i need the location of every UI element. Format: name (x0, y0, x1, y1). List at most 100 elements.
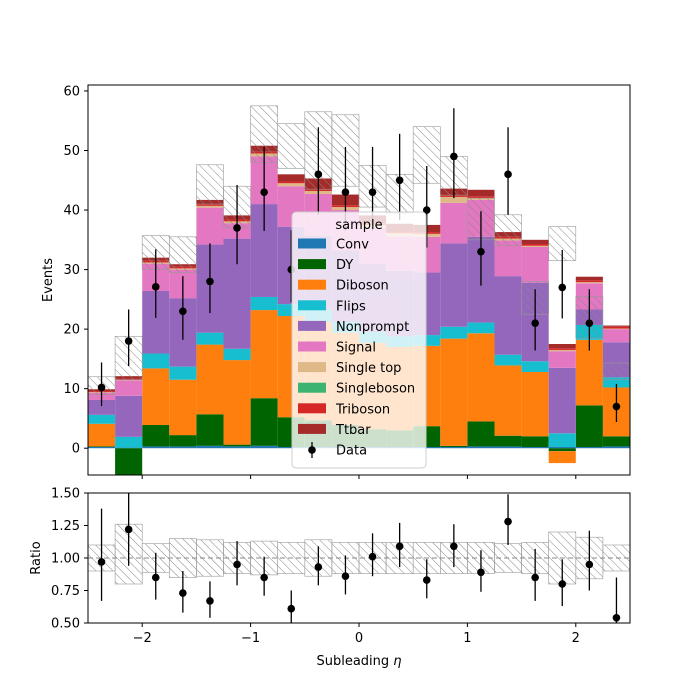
bar-dy-16 (521, 436, 549, 448)
bar-single-top-17 (548, 349, 576, 352)
ratio-xtick-label-1: 1 (463, 631, 471, 646)
legend-label-nonprompt: Nonprompt (336, 320, 409, 335)
bar-single-top-19 (602, 328, 630, 330)
main-ytick-label-60: 60 (63, 84, 80, 99)
legend-data-marker (308, 446, 316, 454)
bar-diboson-0 (88, 423, 116, 447)
data-point-0 (97, 383, 106, 392)
bar-ttbar-14 (467, 189, 495, 197)
bar-flips-2 (142, 353, 170, 369)
main-ytick-label-20: 20 (63, 323, 80, 338)
bar-triboson-16 (521, 243, 549, 246)
data-point-14 (477, 247, 485, 256)
bar-conv-15 (494, 446, 522, 449)
bar-conv-19 (602, 446, 630, 449)
data-point-11 (395, 176, 404, 185)
ratio-point-7 (287, 604, 296, 613)
uncertainty-bin-4 (196, 164, 224, 205)
bar-nonprompt-1 (115, 395, 143, 437)
main-y-axis-label: Events (41, 258, 56, 302)
bar-signal-1 (115, 380, 143, 396)
bar-single-top-18 (575, 282, 603, 284)
uncertainty-bin-3 (169, 236, 197, 273)
main-ytick-label-30: 30 (63, 263, 80, 278)
bar-triboson-4 (196, 204, 224, 206)
data-point-4 (206, 277, 214, 286)
ratio-xtick-label-0: 0 (355, 631, 363, 646)
bar-flips-6 (250, 296, 278, 311)
main-ytick-label-50: 50 (63, 144, 80, 159)
ratio-y-axis-label: Ratio (29, 541, 44, 574)
legend-swatch-flips (298, 300, 326, 311)
bar-diboson-5 (223, 360, 251, 445)
bar-conv-1 (115, 447, 143, 449)
legend-swatch-triboson (298, 403, 326, 414)
bar-diboson-14 (467, 333, 495, 422)
ratio-point-9 (341, 572, 350, 580)
ratio-point-8 (314, 563, 323, 571)
bar-conv-4 (196, 445, 224, 449)
ratio-point-19 (612, 614, 621, 622)
bar-conv-0 (88, 447, 116, 449)
bar-diboson-13 (440, 338, 468, 446)
uncertainty-bin-7 (277, 123, 306, 169)
ratio-panel: 0.50 0.75 1.00 1.25 1.50 −2 −1 0 1 2 Ratio Suble… (29, 487, 631, 669)
legend-swatch-single-top (298, 362, 326, 373)
bar-dy-1 (115, 448, 143, 475)
ratio-point-3 (179, 589, 187, 597)
bar-single-top-13 (440, 196, 468, 203)
bar-dy-0 (88, 446, 116, 448)
ratio-point-15 (504, 517, 512, 526)
legend-swatch-signal (298, 341, 326, 352)
bar-flips-16 (521, 361, 549, 372)
bar-flips-7 (277, 304, 305, 317)
bar-flips-1 (115, 436, 143, 448)
bar-diboson-3 (169, 379, 197, 436)
ratio-ytick-label-0: 0.50 (51, 617, 80, 632)
bar-nonprompt-15 (494, 276, 522, 355)
ratio-ytick-label-4: 1.50 (51, 487, 80, 502)
bar-nonprompt-13 (440, 243, 468, 327)
bar-conv-13 (440, 447, 468, 449)
bar-signal-19 (602, 329, 630, 343)
bar-conv-12 (413, 447, 441, 449)
bar-triboson-14 (467, 196, 495, 199)
data-point-6 (260, 188, 268, 196)
bar-flips-14 (467, 322, 495, 334)
bar-signal-4 (196, 207, 224, 245)
bar-dy-3 (169, 435, 197, 447)
bar-diboson-2 (142, 368, 170, 425)
bar-dy-6 (250, 398, 278, 446)
main-x-ticks (141, 475, 577, 479)
legend-label-signal: Signal (336, 341, 376, 356)
legend: sample Conv DY Diboson Flips Nonprompt Signal… (291, 211, 427, 469)
bar-dy-18 (575, 405, 603, 448)
ratio-point-0 (97, 558, 106, 566)
legend-label-triboson: Triboson (335, 402, 390, 417)
bar-ttbar-18 (575, 276, 603, 281)
bar-signal-13 (440, 202, 468, 244)
bar-conv-16 (521, 447, 549, 449)
bar-triboson-17 (548, 348, 576, 350)
ratio-point-13 (450, 542, 458, 551)
legend-title: sample (335, 218, 382, 233)
bar-dy-17 (548, 448, 576, 452)
bar-diboson-18 (575, 339, 603, 406)
ratio-ytick-label-3: 1.25 (51, 519, 80, 534)
data-point-18 (585, 319, 594, 327)
bar-diboson-17 (548, 451, 576, 464)
bar-flips-19 (602, 377, 630, 388)
main-ytick-label-10: 10 (63, 382, 80, 397)
bar-signal-16 (521, 246, 549, 283)
ratio-point-18 (585, 560, 594, 569)
data-point-12 (422, 206, 431, 214)
bar-triboson-7 (277, 181, 305, 184)
bar-conv-17 (548, 447, 576, 449)
ratio-ytick-label-1: 0.75 (51, 584, 80, 599)
ratio-point-16 (531, 573, 539, 582)
data-point-9 (341, 188, 350, 196)
data-point-2 (151, 283, 160, 291)
ratio-point-14 (477, 568, 485, 577)
legend-label-singleboson: Singleboson (336, 382, 415, 397)
